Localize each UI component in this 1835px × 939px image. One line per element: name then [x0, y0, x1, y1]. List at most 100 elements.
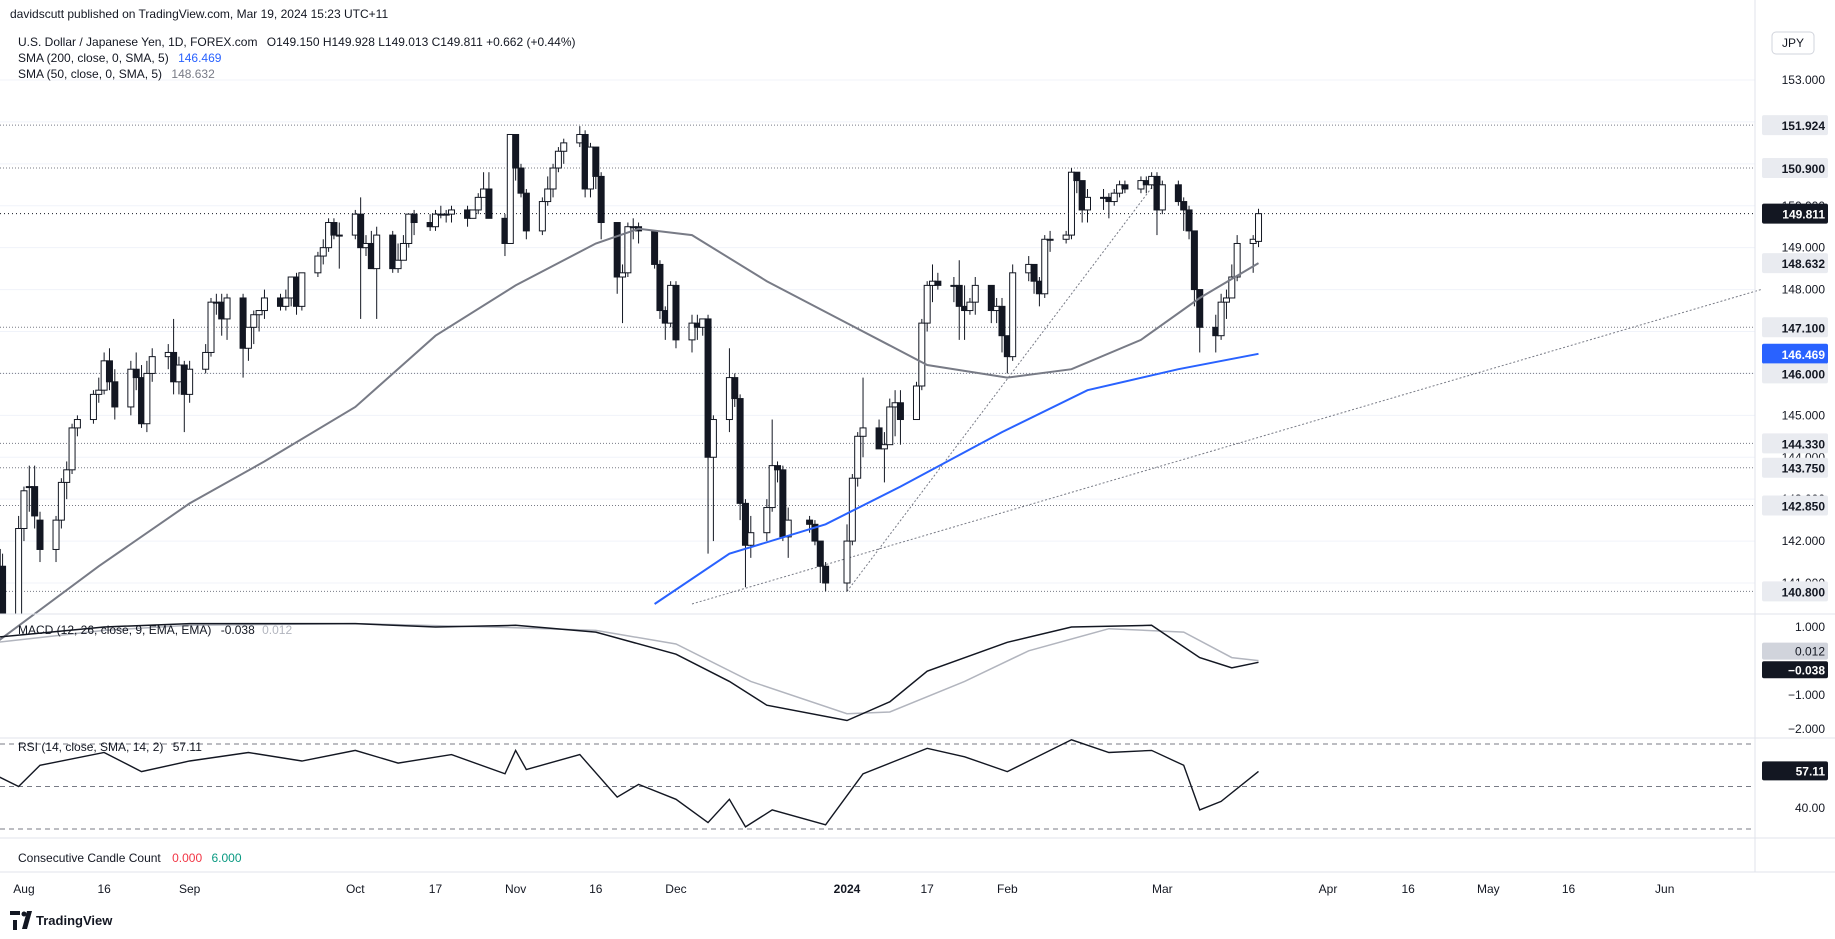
- candle-body: [298, 272, 306, 307]
- legend-sma50-label: SMA (50, close, 0, SMA, 5): [18, 67, 162, 81]
- macd-tick-label: 1.000: [1795, 620, 1825, 634]
- tradingview-logo-icon: [10, 911, 20, 930]
- candle-body: [148, 356, 156, 374]
- candle-body: [63, 469, 71, 483]
- candle-body: [36, 519, 44, 550]
- rsi-line: [0, 739, 1259, 828]
- candle-body: [431, 213, 439, 228]
- level-label-box: [1762, 495, 1828, 516]
- trendline: [846, 180, 1158, 592]
- candle-body: [934, 280, 942, 286]
- candle-body: [448, 209, 456, 215]
- candle-body: [485, 188, 493, 219]
- candle-body: [1121, 184, 1129, 190]
- candle-body: [768, 465, 776, 509]
- candle-body: [469, 209, 477, 219]
- candle-body: [186, 368, 194, 395]
- level-label: 151.924: [1782, 119, 1826, 133]
- candle-body: [554, 150, 562, 169]
- candle-body: [923, 284, 931, 324]
- level-label: 140.800: [1782, 585, 1826, 599]
- level-label: 148.632: [1782, 257, 1826, 271]
- trendlines: [691, 180, 1762, 605]
- candle-body: [656, 263, 664, 312]
- candle-body: [1046, 238, 1054, 241]
- legend-sma50: SMA (50, close, 0, SMA, 5) 148.632: [18, 67, 215, 81]
- candle-body: [57, 481, 65, 521]
- candle-body: [410, 213, 418, 224]
- candle-body: [143, 372, 151, 425]
- candle-body: [394, 259, 402, 270]
- level-label: 143.750: [1782, 462, 1826, 476]
- time-tick-label: 16: [1562, 882, 1576, 896]
- candle-body: [89, 393, 97, 421]
- candle-body: [373, 234, 381, 270]
- candle-body: [1255, 213, 1263, 242]
- candle-body: [202, 351, 210, 370]
- level-label-box: [1762, 581, 1828, 602]
- tradingview-logo-slash: [22, 911, 32, 929]
- time-tick-label: May: [1477, 882, 1500, 896]
- published-caption: davidscutt published on TradingView.com,…: [10, 7, 388, 21]
- price-tick-label: 149.000: [1782, 241, 1826, 255]
- time-tick-label: Jun: [1655, 882, 1674, 896]
- time-tick-label: Dec: [665, 882, 686, 896]
- candle-body: [506, 133, 514, 244]
- candle-body: [822, 565, 830, 584]
- time-tick-label: Feb: [997, 882, 1018, 896]
- time-tick-label: Sep: [179, 882, 201, 896]
- candle-body: [1030, 263, 1038, 282]
- candle-body: [816, 540, 824, 567]
- candle-body: [127, 368, 135, 408]
- price-tick-label: 153.000: [1782, 73, 1826, 87]
- level-label: 146.000: [1782, 367, 1826, 381]
- legend-ccc-value2: 6.000: [211, 851, 241, 865]
- candle-body: [260, 297, 268, 312]
- tradingview-logo: TradingView: [10, 911, 113, 930]
- level-label-box: [1762, 343, 1828, 364]
- level-label-box: [1762, 115, 1828, 136]
- level-label-box: [1762, 363, 1828, 384]
- candle-body: [736, 398, 744, 504]
- candle-body: [912, 385, 920, 421]
- candle-body: [784, 519, 792, 538]
- candle-body: [474, 196, 482, 211]
- footer-brand: TradingView: [36, 913, 113, 928]
- rsi-value-label-box: [1762, 761, 1828, 781]
- candle-body: [763, 507, 771, 534]
- time-tick-label: 17: [429, 882, 443, 896]
- currency-badge[interactable]: JPY: [1771, 31, 1815, 55]
- candle-body: [132, 368, 140, 379]
- candle-body: [314, 255, 322, 274]
- candle-body: [1217, 301, 1225, 337]
- candle-body: [31, 486, 39, 517]
- candle-body: [741, 502, 749, 546]
- candle-body: [1185, 209, 1193, 232]
- candle-body: [731, 377, 739, 400]
- level-label-box: [1762, 203, 1828, 224]
- price-tick-label: 148.000: [1782, 283, 1826, 297]
- level-label-box: [1762, 253, 1828, 274]
- candle-body: [1041, 238, 1049, 295]
- level-label: 147.100: [1782, 321, 1826, 335]
- rsi-levels: [0, 743, 1755, 830]
- macd-line: [0, 622, 1259, 722]
- time-tick-label: Mar: [1152, 882, 1173, 896]
- level-labels: 151.924 150.900 149.811 148.632 147.100 146.4…: [1762, 115, 1828, 602]
- candle-body: [244, 326, 252, 349]
- rsi-tick-label: 40.00: [1795, 801, 1825, 815]
- candle-body: [1228, 276, 1236, 299]
- time-tick-label: Aug: [13, 882, 34, 896]
- level-label: 144.330: [1782, 437, 1826, 451]
- macd-value-label-box: [1762, 661, 1828, 679]
- candle-body: [1233, 242, 1241, 278]
- currency-badge-box: [1771, 31, 1815, 55]
- candle-body: [538, 201, 546, 232]
- legend-ccc-label: Consecutive Candle Count: [18, 851, 161, 865]
- sma200-line: [654, 352, 1259, 605]
- level-label-box: [1762, 158, 1828, 179]
- level-label: 142.850: [1782, 499, 1826, 513]
- currency-badge-label: JPY: [1782, 36, 1804, 50]
- candle-body: [747, 532, 755, 546]
